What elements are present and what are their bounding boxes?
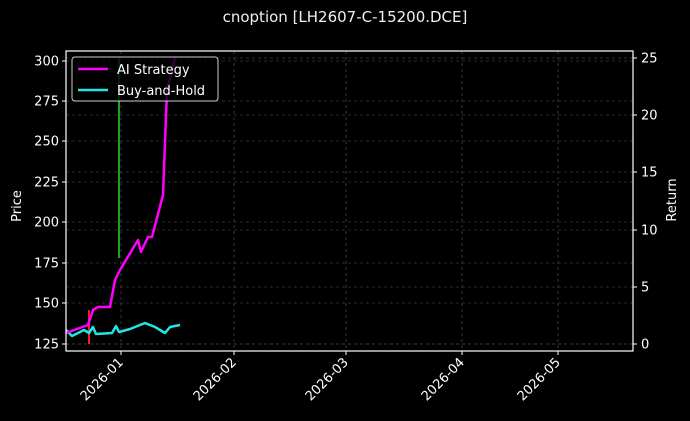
price-tick-label: 150 [34, 297, 59, 312]
date-tick-label: 2026-01 [78, 355, 127, 404]
price-tick-label: 275 [34, 95, 59, 110]
return-tick-label: 20 [641, 109, 658, 124]
grid-lines [66, 51, 633, 351]
legend-label-ai-strategy: AI Strategy [117, 63, 190, 78]
date-tick-label: 2026-04 [419, 355, 468, 404]
price-tick-label: 175 [34, 257, 59, 272]
legend: AI Strategy Buy-and-Hold [71, 56, 219, 102]
price-tick-label: 200 [34, 216, 59, 231]
return-tick-label: 25 [641, 52, 658, 67]
price-tick-label: 300 [34, 55, 59, 70]
price-tick-label: 250 [34, 135, 59, 150]
return-tick-label: 15 [641, 166, 658, 181]
date-tick-label: 2026-03 [303, 355, 352, 404]
price-tick-label: 225 [34, 176, 59, 191]
buy-and-hold-line [65, 321, 181, 338]
ai-strategy-line [65, 57, 177, 335]
return-tick-label: 0 [641, 338, 649, 353]
date-axis: 2026-01 2026-02 2026-03 2026-04 2026-05 [78, 351, 564, 404]
price-axis-label: Price [10, 190, 25, 222]
return-tick-label: 5 [641, 281, 649, 296]
date-tick-label: 2026-05 [515, 355, 564, 404]
price-axis: 300 275 250 225 200 175 150 125 [34, 55, 66, 353]
legend-label-buy-and-hold: Buy-and-Hold [117, 84, 205, 99]
return-tick-label: 10 [641, 224, 658, 239]
price-tick-label: 125 [34, 338, 59, 353]
return-axis: 25 20 15 10 5 0 [633, 52, 658, 353]
date-tick-label: 2026-02 [191, 355, 240, 404]
plot-frame [65, 50, 634, 352]
return-axis-label: Return [665, 178, 680, 221]
chart-title: cnoption [LH2607-C-15200.DCE] [222, 8, 468, 26]
